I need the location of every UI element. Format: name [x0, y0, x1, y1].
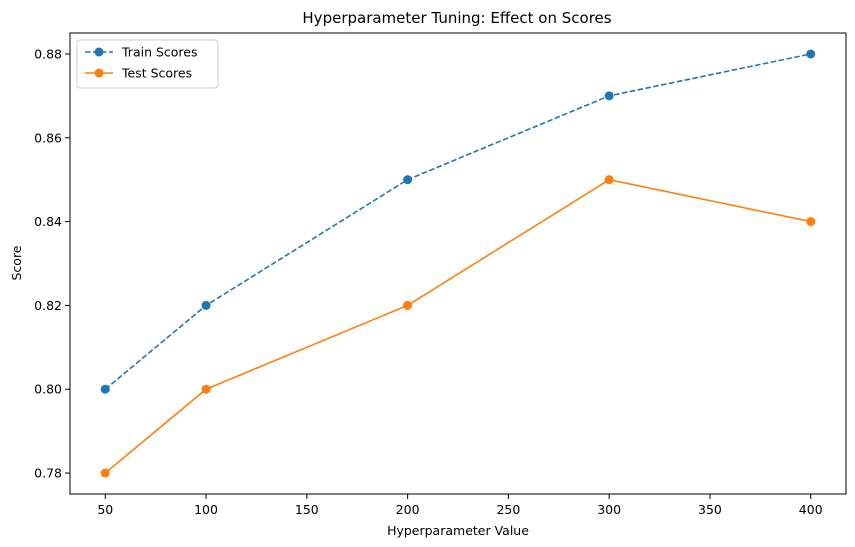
y-axis: 0.78 0.80 0.82 0.84 0.86 0.88 [34, 46, 70, 481]
series-line-train-scores [104, 53, 811, 390]
x-tick-label: 300 [597, 502, 621, 517]
legend-marker [94, 47, 104, 57]
series-layer [100, 49, 816, 478]
chart-title: Hyperparameter Tuning: Effect on Scores [302, 9, 611, 27]
data-point-test-scores [100, 468, 110, 478]
data-point-train-scores [403, 175, 413, 185]
x-tick-label: 400 [799, 502, 823, 517]
legend: Train Scores Test Scores [76, 39, 219, 89]
x-tick-label: 150 [295, 502, 319, 517]
legend-item-train-scores: Train Scores [85, 45, 198, 60]
y-tick-label: 0.88 [34, 46, 62, 61]
x-axis-label: Hyperparameter Value [387, 523, 529, 538]
series-test-scores [100, 175, 816, 478]
x-tick-label: 50 [97, 502, 113, 517]
y-tick-label: 0.86 [34, 130, 62, 145]
legend-item-test-scores: Test Scores [85, 66, 192, 81]
series-train-scores [100, 49, 816, 394]
y-tick-label: 0.82 [34, 298, 62, 313]
y-tick-label: 0.78 [34, 466, 62, 481]
data-point-train-scores [604, 91, 614, 101]
data-point-test-scores [806, 217, 816, 227]
data-point-test-scores [604, 175, 614, 185]
y-tick-label: 0.80 [34, 382, 62, 397]
legend-label: Test Scores [121, 66, 192, 81]
x-tick-label: 200 [396, 502, 420, 517]
series-line-test-scores [104, 178, 811, 474]
legend-marker [94, 68, 104, 78]
legend-label: Train Scores [121, 45, 198, 60]
x-tick-label: 100 [194, 502, 218, 517]
data-point-train-scores [201, 300, 211, 310]
y-tick-label: 0.84 [34, 214, 62, 229]
x-tick-label: 350 [698, 502, 722, 517]
y-axis-label: Score [9, 245, 24, 280]
data-point-test-scores [403, 300, 413, 310]
data-point-train-scores [100, 384, 110, 394]
plot-area-frame [69, 32, 847, 495]
x-tick-label: 250 [496, 502, 520, 517]
data-point-train-scores [806, 49, 816, 59]
x-axis: 50 100 150 200 250 300 350 400 [97, 494, 823, 517]
data-point-test-scores [201, 384, 211, 394]
